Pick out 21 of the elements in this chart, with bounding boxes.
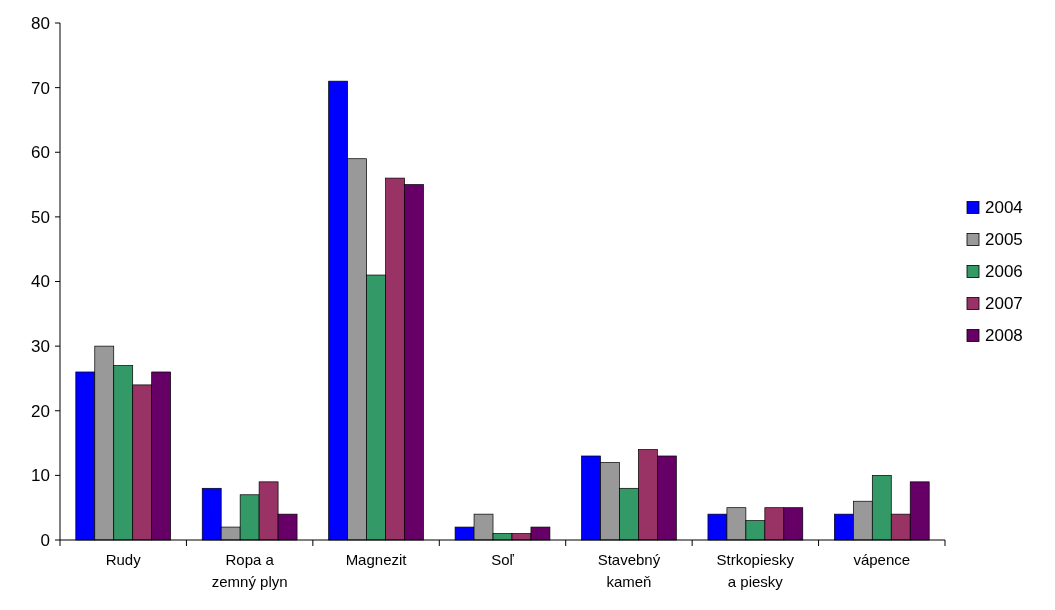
y-tick-label: 20 xyxy=(31,401,50,421)
y-tick-label: 70 xyxy=(31,78,50,98)
y-tick-label: 40 xyxy=(31,272,50,292)
y-tick-label: 30 xyxy=(31,337,50,357)
y-tick-label: 50 xyxy=(31,207,50,227)
x-tick-label: Soľ xyxy=(491,551,515,568)
x-tick-label: Rudy xyxy=(105,551,142,568)
legend-label: 2007 xyxy=(985,294,1023,314)
legend-label: 2008 xyxy=(985,326,1023,346)
legend-label: 2005 xyxy=(985,230,1023,250)
legend-label: 2004 xyxy=(985,198,1023,218)
x-tick-label: Ropa a zemný plyn xyxy=(211,551,288,590)
y-tick-label: 0 xyxy=(40,530,50,550)
y-tick-label: 10 xyxy=(31,466,50,486)
x-tick-label: Strkopiesky a piesky xyxy=(716,551,795,590)
y-tick-label: 60 xyxy=(31,143,50,163)
legend-label: 2006 xyxy=(985,262,1023,282)
x-tick-label: vápence xyxy=(853,551,911,568)
x-tick-label: Stavebný kameň xyxy=(597,551,661,590)
x-tick-label: Magnezit xyxy=(345,551,408,568)
y-tick-label: 80 xyxy=(31,13,50,33)
